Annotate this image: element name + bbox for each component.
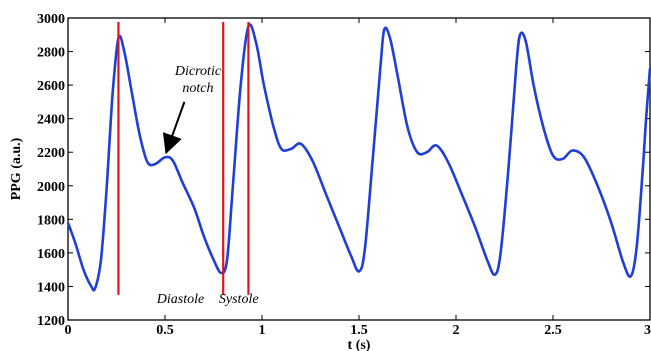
y-tick-label: 1200 [37,314,65,329]
annotations: Dicrotic notch Diastole Systole [156,64,259,307]
y-tick-label: 3000 [37,12,65,27]
y-tick-label: 2200 [37,146,65,161]
y-tick-label: 1400 [37,280,65,295]
y-tick-label: 2600 [37,79,65,94]
ppg-series-line [66,23,651,292]
y-tick-label: 2000 [37,180,65,195]
x-tick-label: 0.5 [156,323,174,338]
x-tick-label: 1 [259,323,266,338]
x-axis-label: t (s) [348,338,371,351]
x-tick-label: 2 [453,323,460,338]
annotation-label: Systole [219,292,259,307]
y-tick-label: 1600 [37,247,65,262]
plot-frame [67,17,651,321]
y-tick-label: 1800 [37,213,65,228]
x-tick-label: 1.5 [350,323,368,338]
dicrotic-notch-arrow [162,101,186,155]
series-layer [66,23,651,292]
annotation-label: Dicrotic [174,64,222,79]
y-axis-label: PPG (a.u.) [9,137,24,200]
axis-ticks: 0 0.5 1 1.5 2 2.5 3 1200 1400 1600 1800 2000 2200 240… [37,12,651,338]
x-tick-label: 3 [644,323,651,338]
x-tick-label: 2.5 [544,323,562,338]
annotation-label: Diastole [156,292,204,307]
y-tick-label: 2800 [37,46,65,61]
annotation-label: notch [182,81,213,96]
y-tick-label: 2400 [37,113,65,128]
x-tick-label: 0 [65,323,72,338]
vertical-markers [117,22,250,295]
